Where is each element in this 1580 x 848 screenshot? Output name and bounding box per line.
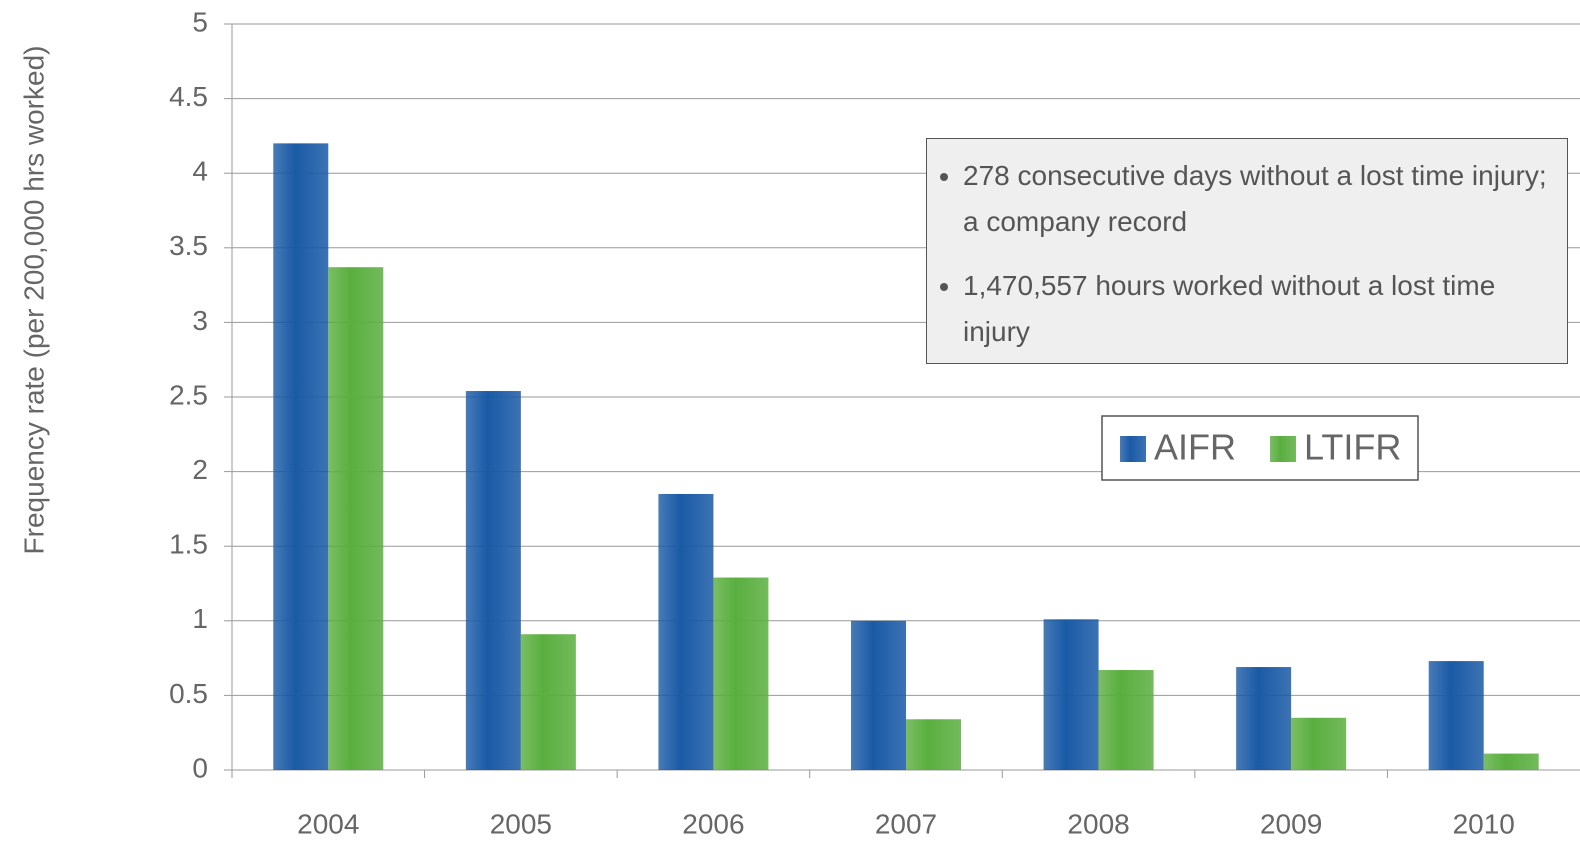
y-tick-label: 3.5: [169, 230, 208, 261]
bar: [906, 719, 961, 770]
bar: [658, 493, 714, 770]
annotation: 278 consecutive days without a lost time…: [963, 153, 1547, 245]
legend-box: [1101, 415, 1419, 481]
bar: [1428, 661, 1484, 770]
bar: [328, 267, 384, 770]
legend-label: AIFR: [1154, 427, 1236, 468]
y-tick-label: 4: [192, 156, 208, 187]
y-tick-label: 0: [192, 752, 208, 783]
bar: [1236, 667, 1292, 770]
x-tick-label: 2010: [1453, 808, 1515, 839]
annotation-list: 278 consecutive days without a lost time…: [935, 153, 1547, 355]
x-tick-label: 2008: [1067, 808, 1129, 839]
bar: [1483, 753, 1539, 770]
x-tick-label: 2005: [490, 808, 552, 839]
bar: [1098, 670, 1154, 770]
y-axis-label: Frequency rate (per 200,000 hrs worked): [18, 46, 49, 555]
bar: [465, 391, 521, 770]
x-tick-label: 2007: [875, 808, 937, 839]
bar: [851, 620, 906, 770]
x-tick-label: 2006: [682, 808, 744, 839]
legend-swatch: [1270, 436, 1296, 462]
y-tick-label: 1.5: [169, 529, 208, 560]
x-tick-label: 2004: [297, 808, 359, 839]
y-tick-label: 2.5: [169, 379, 208, 410]
y-tick-label: 3: [192, 305, 208, 336]
annotation-box: 278 consecutive days without a lost time…: [926, 138, 1568, 364]
y-tick-label: 2: [192, 454, 208, 485]
bar: [1291, 717, 1347, 770]
legend-swatch: [1120, 436, 1146, 462]
legend-label: LTIFR: [1304, 427, 1401, 468]
bar: [520, 634, 576, 770]
x-tick-label: 2009: [1260, 808, 1322, 839]
y-tick-label: 4.5: [169, 81, 208, 112]
annotation: 1,470,557 hours worked without a lost ti…: [963, 263, 1547, 355]
bar: [1043, 619, 1099, 770]
y-tick-label: 5: [192, 6, 208, 37]
bar: [273, 143, 329, 771]
bar: [713, 577, 769, 770]
y-tick-label: 0.5: [169, 678, 208, 709]
y-tick-label: 1: [192, 603, 208, 634]
